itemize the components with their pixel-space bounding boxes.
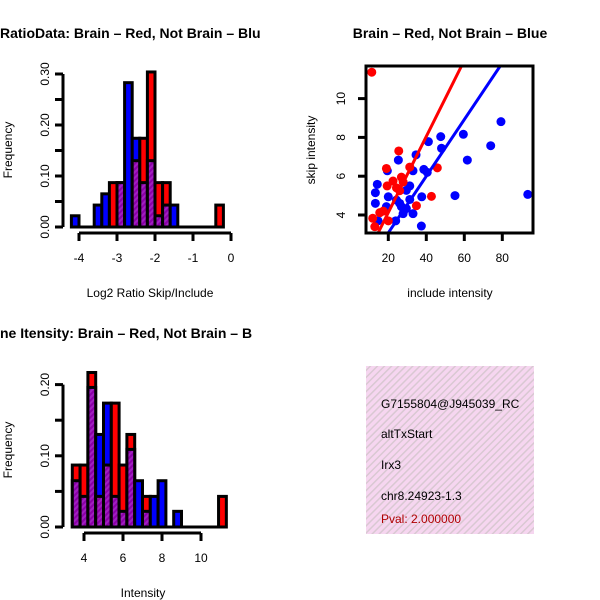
histogram-bar xyxy=(214,203,225,229)
x-tick-label: 40 xyxy=(420,251,434,265)
x-tick-label: 6 xyxy=(120,551,127,565)
info-event-id: G7155804@J945039_RC xyxy=(381,397,520,411)
scatter-point xyxy=(393,155,403,165)
ratio-histogram-title: RatioData: Brain – Red, Not Brain – Blu xyxy=(0,25,261,41)
intensity-histogram-title: ne Itensity: Brain – Red, Not Brain – B xyxy=(0,325,252,341)
scatter-point xyxy=(436,132,446,142)
x-tick-label: 8 xyxy=(159,551,166,565)
scatter-point xyxy=(462,155,472,165)
scatter-point xyxy=(368,213,378,223)
scatter-ylabel: skip intensity xyxy=(304,116,318,185)
scatter-point xyxy=(372,179,382,189)
y-tick-label: 10 xyxy=(334,92,348,106)
x-tick-label: 0 xyxy=(228,251,235,265)
scatter-point xyxy=(496,117,506,127)
y-tick-label: 4 xyxy=(334,211,348,218)
x-tick-label: 20 xyxy=(382,251,396,265)
y-tick-label: 0.10 xyxy=(38,444,52,468)
scatter-point xyxy=(405,181,415,191)
y-tick-label: 0.20 xyxy=(38,373,52,397)
scatter-plot-frame xyxy=(364,64,535,235)
x-tick-label: -1 xyxy=(188,251,199,265)
ratio-histogram: RatioData: Brain – Red, Not Brain – Blu … xyxy=(0,25,261,300)
x-tick-label: -2 xyxy=(150,251,161,265)
scatter-point xyxy=(408,209,418,219)
scatter-point xyxy=(370,222,380,232)
x-tick-label: 80 xyxy=(496,251,510,265)
histogram-bar xyxy=(69,214,81,229)
scatter-point xyxy=(370,198,380,208)
intensity-histogram-xlabel: Intensity xyxy=(121,586,166,600)
regression-line xyxy=(376,66,464,233)
x-tick-label: -3 xyxy=(112,251,123,265)
ratio-histogram-xlabel: Log2 Ratio Skip/Include xyxy=(87,286,214,300)
x-tick-label: 60 xyxy=(458,251,472,265)
regression-line xyxy=(386,66,503,233)
info-panel-background xyxy=(366,366,534,534)
y-tick-label: 0.20 xyxy=(38,113,52,137)
scatter-point xyxy=(417,192,427,202)
histogram-bar xyxy=(172,509,183,529)
scatter-point xyxy=(426,191,436,201)
histogram-bar xyxy=(217,494,228,529)
scatter-point xyxy=(381,163,391,173)
scatter-point xyxy=(486,141,496,151)
scatter-point xyxy=(394,146,404,156)
x-tick-label: 10 xyxy=(194,551,208,565)
scatter-point xyxy=(367,67,377,77)
info-gene: Irx3 xyxy=(381,458,401,472)
scatter-plot-area xyxy=(367,66,533,233)
y-tick-label: 0.10 xyxy=(38,164,52,188)
scatter-xlabel: include intensity xyxy=(407,286,492,300)
x-tick-label: 4 xyxy=(81,551,88,565)
info-pval: Pval: 2.000000 xyxy=(381,512,461,526)
scatter-title: Brain – Red, Not Brain – Blue xyxy=(353,25,548,41)
histogram-bar xyxy=(168,203,180,229)
y-tick-label: 0.00 xyxy=(38,215,52,239)
intensity-histogram-ylabel: Frequency xyxy=(1,422,15,479)
y-tick-label: 0.30 xyxy=(38,62,52,86)
scatter-point xyxy=(383,192,393,202)
scatter-point xyxy=(370,188,380,198)
info-panel: G7155804@J945039_RC altTxStart Irx3 chr8… xyxy=(366,366,534,534)
scatter-point xyxy=(411,201,421,211)
histogram-bar xyxy=(156,479,168,529)
scatter-point xyxy=(416,221,426,231)
info-event-type: altTxStart xyxy=(381,427,433,441)
scatter-point xyxy=(458,129,468,139)
scatter-point xyxy=(378,206,388,216)
scatter-point xyxy=(450,191,460,201)
intensity-histogram: ne Itensity: Brain – Red, Not Brain – B … xyxy=(0,325,252,600)
info-location: chr8.24923-1.3 xyxy=(381,489,462,503)
y-tick-label: 8 xyxy=(334,134,348,141)
scatter-point xyxy=(523,189,533,199)
y-tick-label: 6 xyxy=(334,173,348,180)
intensity-scatter: Brain – Red, Not Brain – Blue include in… xyxy=(304,25,548,300)
scatter-point xyxy=(388,176,398,186)
y-tick-label: 0.00 xyxy=(38,515,52,539)
ratio-histogram-ylabel: Frequency xyxy=(1,122,15,179)
x-tick-label: -4 xyxy=(74,251,85,265)
